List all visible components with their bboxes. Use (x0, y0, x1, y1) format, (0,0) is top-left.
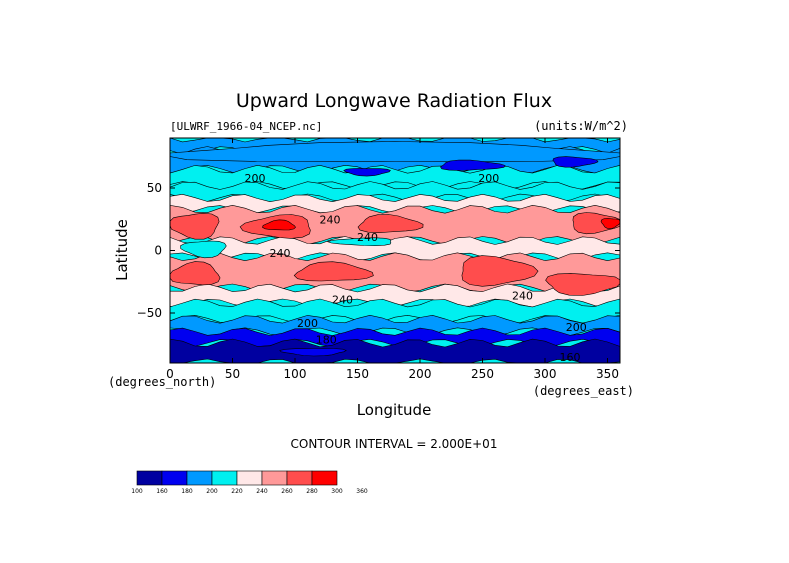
contour-patch (343, 168, 391, 177)
contour-patch (600, 218, 621, 230)
contour-label: 200 (245, 172, 266, 185)
colorbar-level-label: 280 (306, 488, 318, 495)
contour-interval: CONTOUR INTERVAL = 2.000E+01 (291, 437, 498, 451)
chart-subtitle-left: [ULWRF_1966-04_NCEP.nc] (170, 120, 322, 133)
contour-patch (262, 219, 296, 231)
contour-patch (440, 159, 506, 171)
x-ticks: 0 50 100 150 200 250 300 350 (166, 138, 619, 381)
y-unit-note: (degrees_north) (108, 375, 216, 389)
contour-label: 240 (512, 290, 533, 303)
contour-label: 240 (320, 213, 341, 226)
x-tick-label: 300 (534, 367, 557, 381)
contour-label: 180 (316, 333, 337, 346)
plot-area (169, 137, 621, 364)
colorbar-level-label: 100 (131, 488, 143, 495)
x-tick-label: 100 (284, 367, 307, 381)
contour-patch (461, 255, 539, 287)
contour-patch (357, 214, 424, 234)
x-tick-label: 350 (596, 367, 619, 381)
x-tick-label: 250 (471, 367, 494, 381)
contour-label: 200 (478, 172, 499, 185)
colorbar-swatch (211, 470, 238, 486)
y-axis-label: Latitude (113, 219, 131, 281)
colorbar-level-label: 180 (181, 488, 193, 495)
contour-patch (545, 273, 621, 296)
colorbar-swatch (136, 470, 163, 486)
contour-labels: 200 200 240 240 240 240 240 200 200 180 160 (245, 172, 587, 364)
colorbar-swatch (311, 470, 338, 486)
colorbar-level-label: 220 (231, 488, 243, 495)
x-tick-label: 200 (409, 367, 432, 381)
y-tick-label: 0 (154, 244, 162, 258)
colorbar-level-label: 260 (281, 488, 293, 495)
colorbar-level-label: 240 (256, 488, 268, 495)
contour-label: 240 (357, 231, 378, 244)
y-tick-label: −50 (137, 306, 162, 320)
colorbar-level-label: 200 (206, 488, 218, 495)
x-axis-label: Longitude (357, 401, 432, 419)
contour-label: 240 (332, 293, 353, 306)
contour-label: 200 (566, 321, 587, 334)
x-tick-label: 0 (166, 367, 174, 381)
chart-title: Upward Longwave Radiation Flux (236, 90, 552, 112)
x-tick-label: 150 (346, 367, 369, 381)
contour-patch (279, 348, 347, 357)
colorbar-swatch (261, 470, 288, 486)
contour-patch (552, 156, 599, 168)
contour-label: 240 (270, 247, 291, 260)
y-tick-label: 50 (147, 181, 162, 195)
colorbar-level-label: 160 (156, 488, 168, 495)
colorbar-swatch (236, 470, 263, 486)
contour-patch (180, 240, 227, 259)
colorbar-level-label: 360 (356, 488, 368, 495)
colorbar: 100 160 180 200 220 240 260 280 300 360 (131, 470, 368, 495)
x-unit-note: (degrees_east) (533, 384, 634, 398)
contour-patch (293, 261, 374, 282)
colorbar-swatch (161, 470, 188, 486)
colorbar-swatch (286, 470, 313, 486)
contour-patch (326, 237, 392, 247)
y-ticks: −50 0 50 (137, 181, 620, 320)
colorbar-swatch (186, 470, 213, 486)
contour-label: 200 (297, 317, 318, 330)
contour-label: 160 (560, 351, 581, 364)
x-tick-label: 50 (225, 367, 240, 381)
colorbar-level-label: 300 (331, 488, 343, 495)
chart-subtitle-right: (units:W/m^2) (534, 119, 628, 133)
